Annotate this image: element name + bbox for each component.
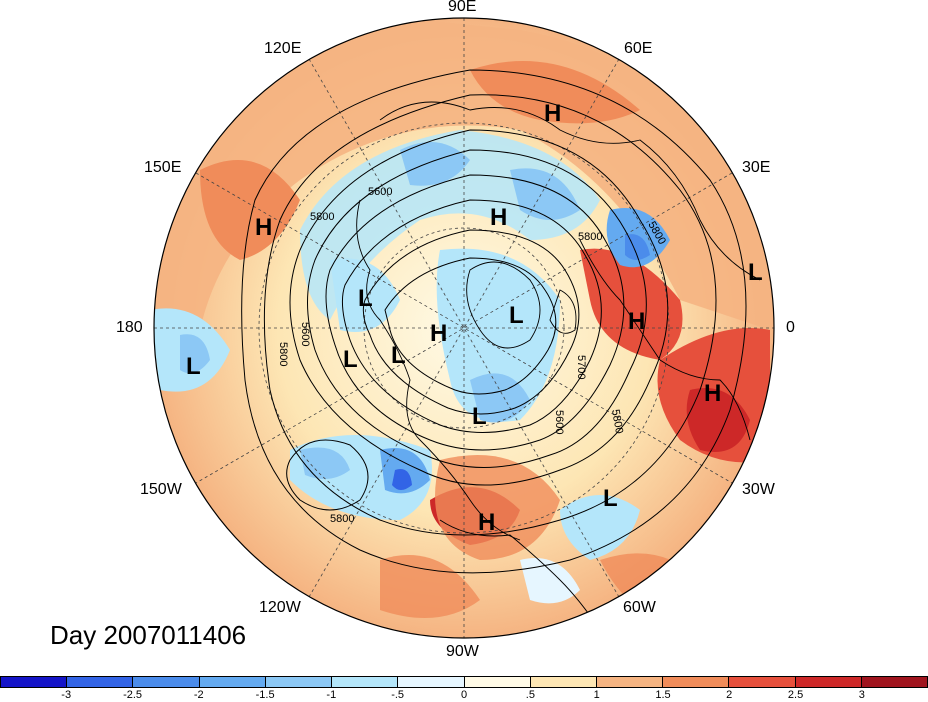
contour-label-8: 5800 xyxy=(609,408,625,434)
contour-label-1: 5600 xyxy=(368,186,392,198)
lon-label-180: 180 xyxy=(116,319,143,336)
colorbar-swatch xyxy=(133,677,200,687)
lon-label-90w: 90W xyxy=(446,643,479,660)
contour-label-2: 5800 xyxy=(310,211,334,223)
colorbar-tick-label: 1 xyxy=(593,689,600,701)
lon-label-60w: 60W xyxy=(623,599,656,616)
colorbar xyxy=(0,676,928,688)
low-pressure-marker: L xyxy=(186,353,201,380)
high-pressure-marker: H xyxy=(255,214,273,241)
date-title: Day 2007011406 xyxy=(50,620,247,650)
coastlines xyxy=(356,101,761,631)
colorbar-swatch xyxy=(332,677,399,687)
lon-label-120w: 120W xyxy=(259,599,301,616)
low-pressure-marker: L xyxy=(343,346,358,373)
colorbar-swatch xyxy=(398,677,465,687)
low-pressure-marker: L xyxy=(748,259,763,286)
lon-label-150w: 150W xyxy=(140,481,182,498)
low-pressure-marker: L xyxy=(603,485,618,512)
colorbar-tick-label: -1.5 xyxy=(255,689,275,701)
contour-label-4: 5600 xyxy=(299,322,311,346)
high-pressure-marker: H xyxy=(430,320,448,347)
high-pressure-marker: H xyxy=(544,100,562,127)
high-pressure-marker: H xyxy=(478,509,496,536)
contour-label-3: 5800 xyxy=(277,342,289,366)
low-pressure-marker: L xyxy=(472,403,487,430)
colorbar-tick-label: 2 xyxy=(726,689,733,701)
colorbar-swatch xyxy=(596,677,664,687)
map-boundary xyxy=(153,17,775,639)
colorbar-swatch xyxy=(464,677,531,687)
colorbar-swatch xyxy=(729,677,796,687)
colorbar-tick-label: .5 xyxy=(525,689,535,701)
low-pressure-marker: L xyxy=(391,342,406,369)
colorbar-tick-label: -1 xyxy=(326,689,337,701)
contour-value-labels: 5600 5800 5800 5600 5800 5700 5600 5800 … xyxy=(277,186,668,525)
colorbar-tick-label: 0 xyxy=(461,689,468,701)
contour-label-6: 5700 xyxy=(575,355,587,379)
lon-label-120e: 120E xyxy=(264,40,302,57)
contour-label-7: 5600 xyxy=(553,410,565,434)
lon-label-0: 0 xyxy=(786,319,795,336)
colorbar-tick-label: -.5 xyxy=(391,689,405,701)
lon-label-30w: 30W xyxy=(742,481,775,498)
lon-label-30e: 30E xyxy=(742,159,771,176)
colorbar-swatch xyxy=(265,677,333,687)
colorbar-swatch xyxy=(1,677,68,687)
lon-label-60e: 60E xyxy=(624,40,653,57)
colorbar-swatch xyxy=(199,677,266,687)
height-contours xyxy=(241,69,747,574)
colorbar-swatch xyxy=(530,677,597,687)
contour-label-10: 5800 xyxy=(578,231,602,243)
colorbar-swatch xyxy=(861,677,928,687)
lon-label-150e: 150E xyxy=(144,159,182,176)
colorbar-tick-label: 3 xyxy=(858,689,865,701)
contour-label-9: 5800 xyxy=(330,513,354,525)
high-pressure-marker: H xyxy=(490,204,508,231)
colorbar-tick-label: -2.5 xyxy=(123,689,143,701)
low-pressure-marker: L xyxy=(358,285,373,312)
colorbar-swatch xyxy=(663,677,730,687)
high-pressure-marker: H xyxy=(628,308,646,335)
lon-label-90e: 90E xyxy=(448,0,477,15)
colorbar-tick-label: 2.5 xyxy=(787,689,804,701)
low-pressure-marker: L xyxy=(509,302,524,329)
colorbar-swatch xyxy=(67,677,134,687)
colorbar-swatch xyxy=(795,677,862,687)
colorbar-tick-label: -2 xyxy=(193,689,204,701)
colorbar-tick-label: -3 xyxy=(61,689,72,701)
colorbar-tick-label: 1.5 xyxy=(655,689,671,701)
high-pressure-marker: H xyxy=(704,380,722,407)
